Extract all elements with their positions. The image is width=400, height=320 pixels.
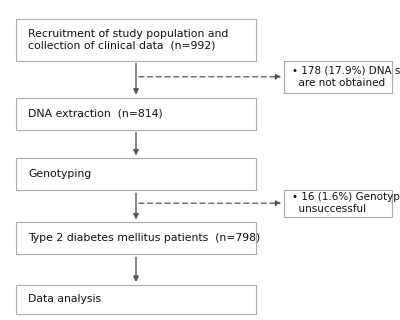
Bar — [16, 98, 256, 130]
Bar — [16, 285, 256, 314]
Text: Genotyping: Genotyping — [28, 169, 91, 180]
Bar — [16, 222, 256, 254]
Bar — [284, 61, 392, 93]
Text: DNA extraction  (n=814): DNA extraction (n=814) — [28, 108, 163, 119]
Text: Type 2 diabetes mellitus patients  (n=798): Type 2 diabetes mellitus patients (n=798… — [28, 233, 260, 244]
Bar — [16, 19, 256, 61]
Text: • 178 (17.9%) DNA samples
  are not obtained: • 178 (17.9%) DNA samples are not obtain… — [292, 66, 400, 88]
Text: • 16 (1.6%) Genotyping are
  unsuccessful: • 16 (1.6%) Genotyping are unsuccessful — [292, 192, 400, 214]
Text: Recruitment of study population and
collection of clinical data  (n=992): Recruitment of study population and coll… — [28, 29, 228, 51]
Bar — [16, 158, 256, 190]
Text: Data analysis: Data analysis — [28, 294, 101, 304]
Bar — [284, 189, 392, 217]
